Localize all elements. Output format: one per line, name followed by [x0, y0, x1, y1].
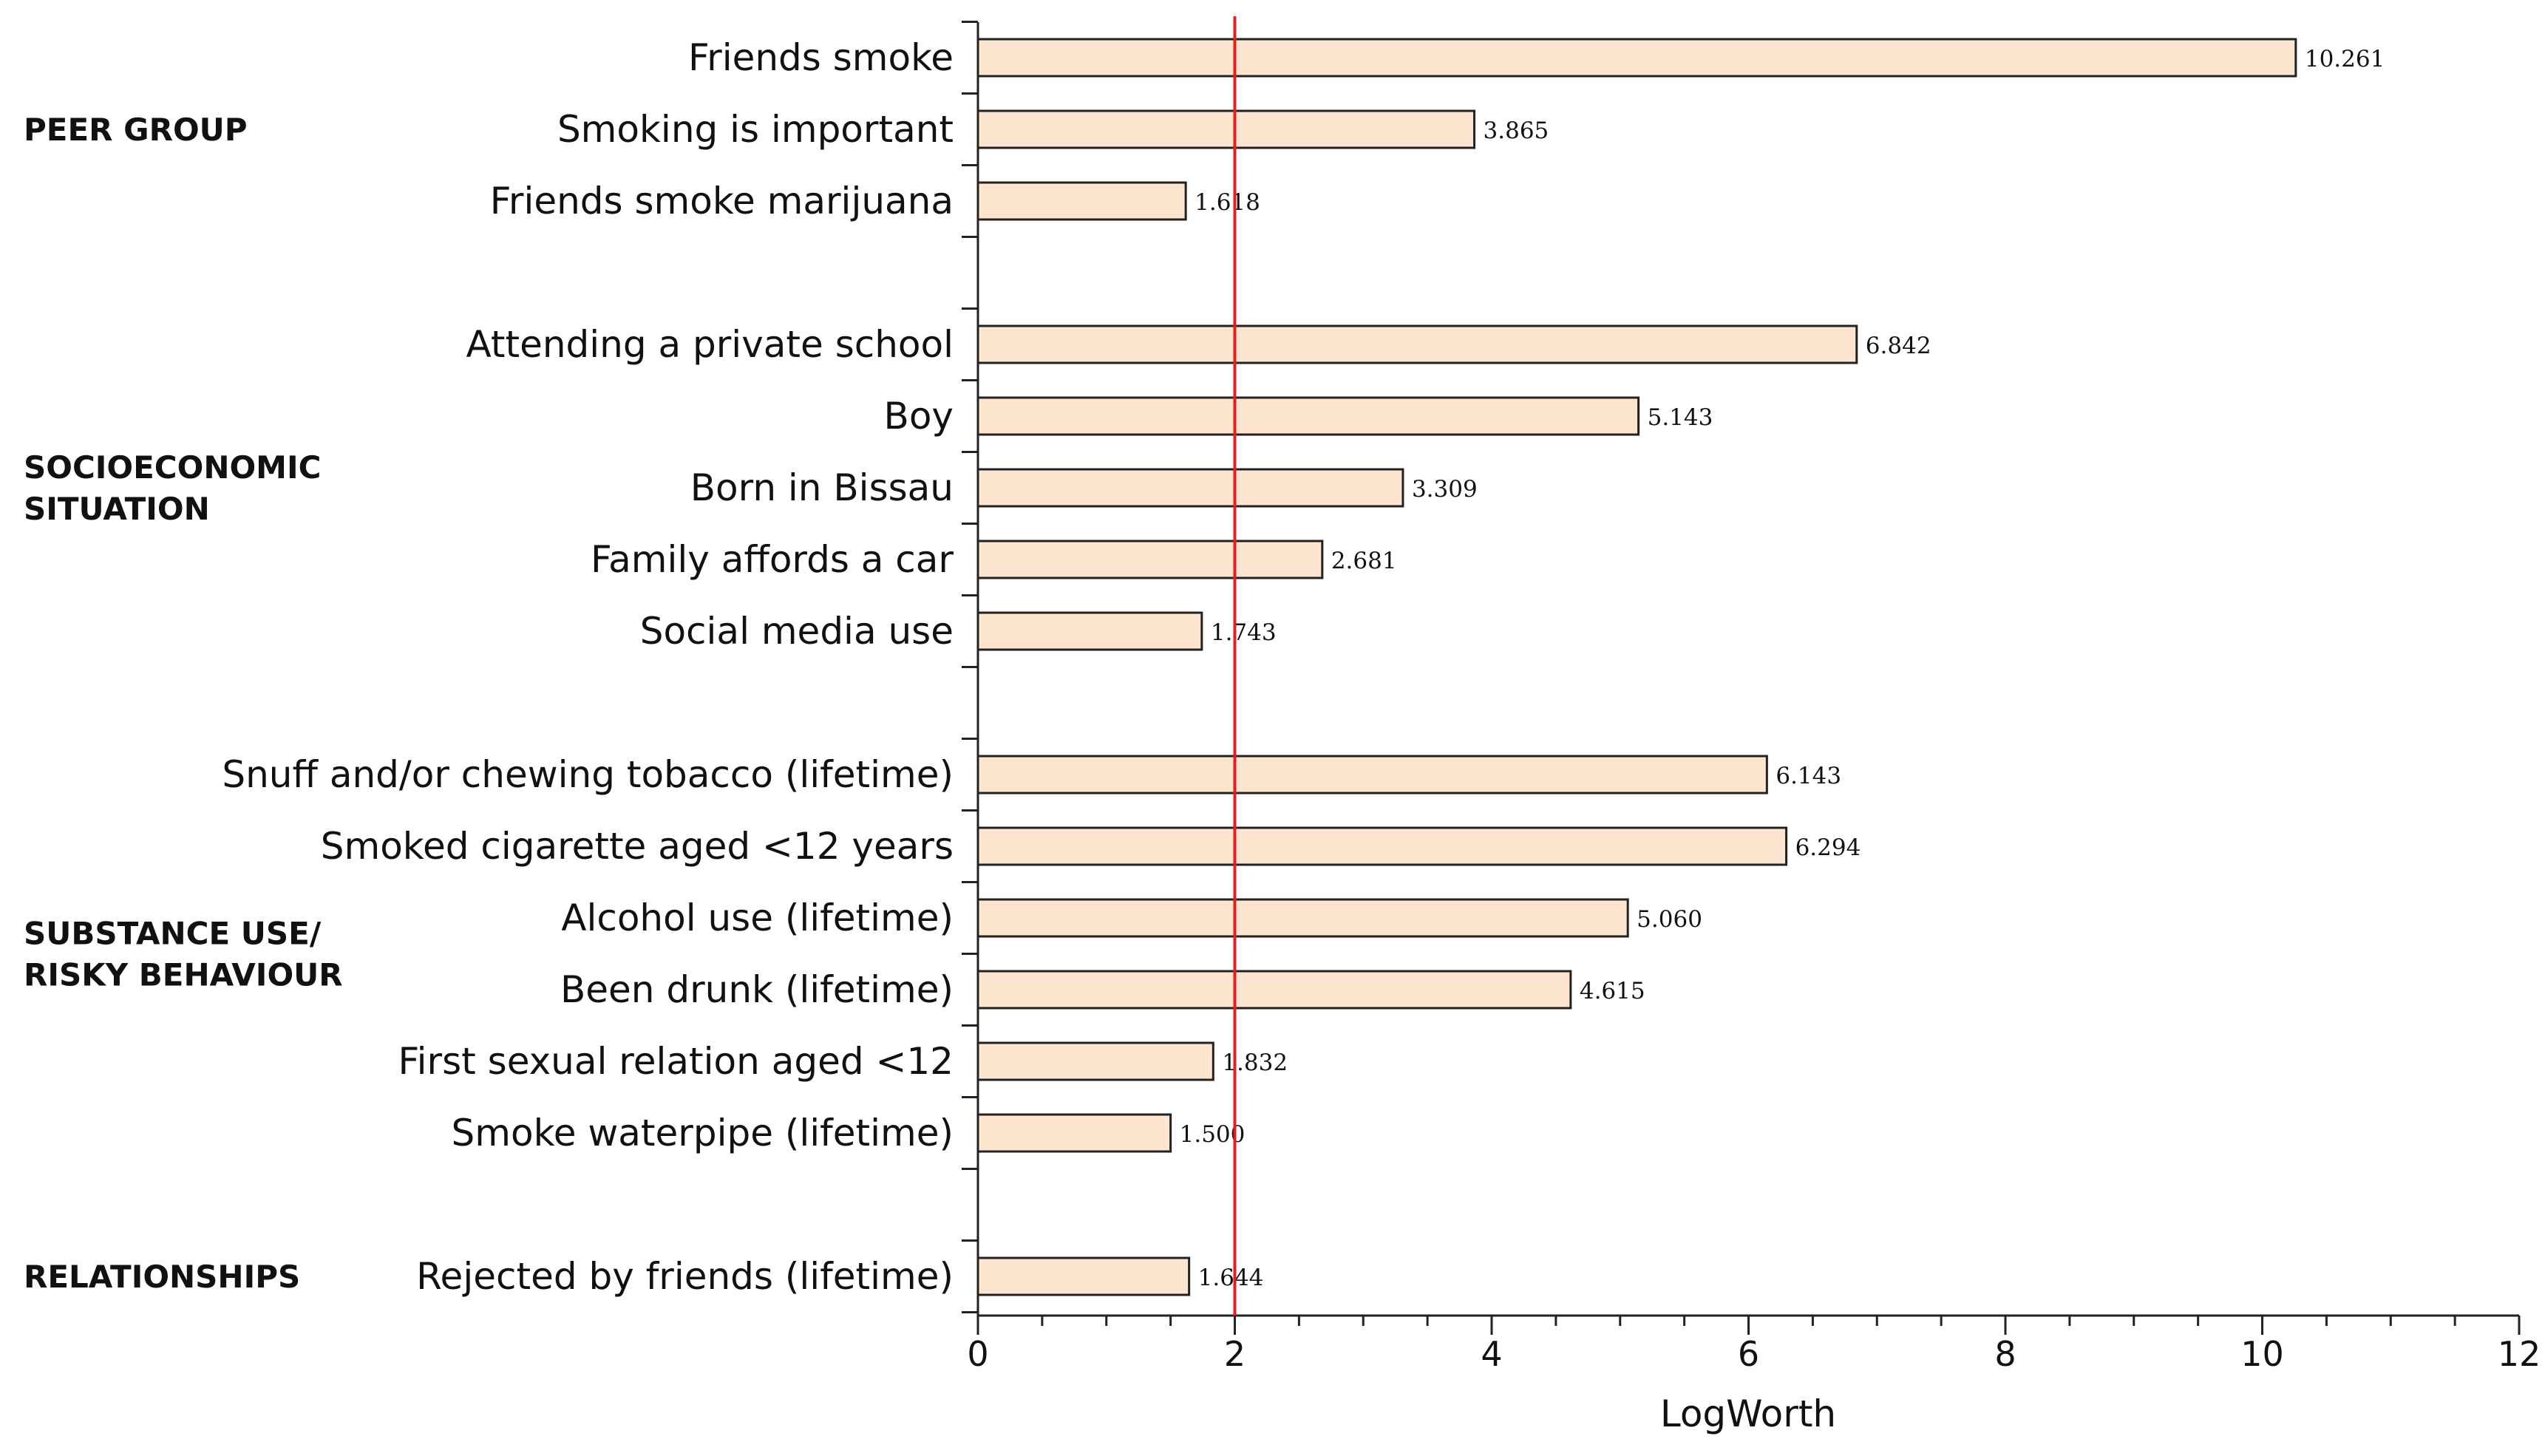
- value-label: 5.143: [1648, 404, 1713, 431]
- category-label: Friends smoke: [688, 36, 954, 79]
- bar: [976, 1041, 1214, 1081]
- group-label: SOCIOECONOMIC SITUATION: [24, 449, 321, 527]
- category-label: First sexual relation aged <12: [398, 1040, 954, 1083]
- x-tick-label: 0: [967, 1334, 988, 1374]
- category-label: Social media use: [640, 610, 954, 653]
- x-tick-label: 4: [1481, 1334, 1502, 1374]
- bar: [976, 468, 1404, 508]
- value-label: 4.615: [1580, 978, 1645, 1004]
- group-label: RELATIONSHIPS: [24, 1259, 300, 1295]
- bar: [976, 898, 1629, 938]
- value-label: 10.261: [2305, 46, 2385, 72]
- bar: [976, 324, 1858, 364]
- value-label: 6.842: [1866, 333, 1931, 359]
- category-label: Born in Bissau: [690, 466, 954, 509]
- value-label: 1.832: [1222, 1050, 1288, 1076]
- category-label: Friends smoke marijuana: [490, 180, 954, 222]
- y-axis: [962, 21, 979, 1316]
- group-label-line: SOCIOECONOMIC: [24, 449, 321, 486]
- value-label: 3.309: [1412, 476, 1478, 503]
- bars: [976, 38, 2297, 1296]
- group-label-line: SUBSTANCE USE/: [24, 916, 322, 952]
- value-label: 1.743: [1211, 619, 1277, 646]
- category-label: Family affords a car: [591, 538, 954, 581]
- bar: [976, 38, 2297, 78]
- group-label-line: SITUATION: [24, 491, 210, 527]
- value-label: 2.681: [1331, 548, 1397, 574]
- group-label-line: RELATIONSHIPS: [24, 1259, 300, 1295]
- group-label: SUBSTANCE USE/RISKY BEHAVIOUR: [24, 916, 343, 993]
- category-label: Boy: [884, 395, 954, 438]
- category-label: Rejected by friends (lifetime): [416, 1255, 954, 1298]
- x-tick-label: 6: [1738, 1334, 1759, 1374]
- bar: [976, 181, 1187, 221]
- group-label-line: RISKY BEHAVIOUR: [24, 957, 343, 993]
- category-labels: Friends smoke Smoking is important Friends…: [222, 36, 954, 1298]
- bar: [976, 611, 1203, 651]
- value-label: 1.618: [1195, 189, 1260, 216]
- category-label: Snuff and/or chewing tobacco (lifetime): [222, 753, 954, 796]
- x-axis-title: LogWorth: [1660, 1392, 1836, 1435]
- x-axis: 0 2 4 6 8 10 12: [967, 1314, 2541, 1374]
- group-label-line: PEER GROUP: [24, 112, 248, 148]
- category-label: Smoked cigarette aged <12 years: [321, 825, 954, 868]
- group-labels: PEER GROUP SOCIOECONOMIC SITUATION SUBSTANC…: [24, 112, 343, 1295]
- value-label: 5.060: [1637, 906, 1702, 933]
- category-label: Alcohol use (lifetime): [561, 897, 954, 939]
- bar: [976, 970, 1572, 1010]
- category-label: Smoking is important: [557, 108, 954, 151]
- x-tick-label: 12: [2498, 1334, 2541, 1374]
- bar: [976, 826, 1788, 866]
- value-labels: 10.261 3.865 1.618 6.842 5.143 3.309 2.681 1.74…: [1180, 46, 2385, 1291]
- value-label: 3.865: [1484, 118, 1549, 144]
- category-label: Smoke waterpipe (lifetime): [452, 1112, 954, 1154]
- bar: [976, 755, 1768, 795]
- group-label: PEER GROUP: [24, 112, 248, 148]
- x-tick-label: 10: [2240, 1334, 2284, 1374]
- value-label: 1.644: [1198, 1265, 1264, 1291]
- bar: [976, 540, 1324, 579]
- value-label: 6.294: [1795, 834, 1861, 861]
- bar: [976, 1256, 1191, 1296]
- x-tick-label: 2: [1224, 1334, 1246, 1374]
- bar: [976, 396, 1640, 436]
- category-label: Been drunk (lifetime): [560, 968, 954, 1011]
- category-label: Attending a private school: [466, 323, 954, 366]
- x-tick-label: 8: [1994, 1334, 2016, 1374]
- bar: [976, 1113, 1172, 1153]
- value-label: 6.143: [1776, 763, 1841, 789]
- bar: [976, 109, 1476, 149]
